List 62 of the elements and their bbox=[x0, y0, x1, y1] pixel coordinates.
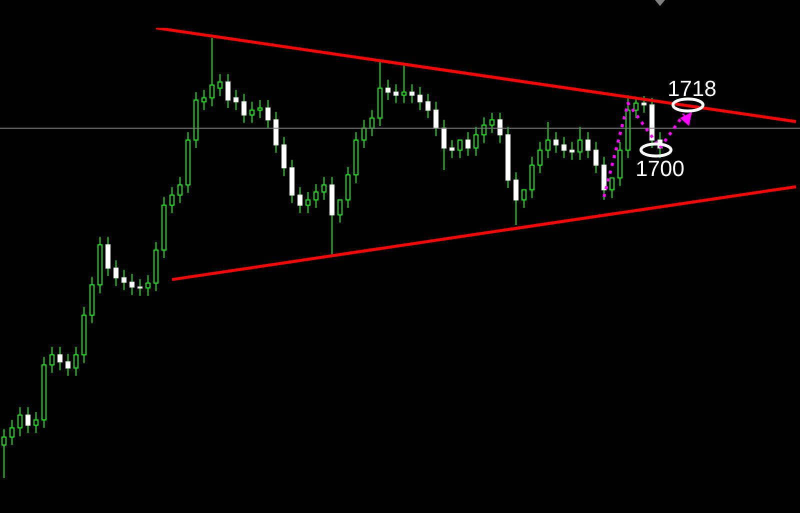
candlestick bbox=[58, 346, 62, 371]
candlestick bbox=[562, 136, 566, 159]
candlestick bbox=[74, 346, 78, 376]
candlestick bbox=[474, 126, 478, 156]
candlestick bbox=[298, 186, 302, 214]
candlestick bbox=[322, 176, 326, 200]
candlestick bbox=[306, 192, 310, 214]
candlestick bbox=[402, 63, 406, 104]
candlestick bbox=[138, 278, 142, 296]
candlestick bbox=[106, 236, 110, 277]
candlestick bbox=[546, 122, 550, 159]
candlestick bbox=[202, 89, 206, 111]
candlestick bbox=[410, 84, 414, 104]
candlestick bbox=[250, 101, 254, 124]
candlestick bbox=[386, 79, 390, 101]
candlestick bbox=[34, 412, 38, 434]
candlestick bbox=[610, 177, 614, 199]
candlestick bbox=[578, 126, 582, 160]
candlestick bbox=[570, 141, 574, 160]
candlestick bbox=[466, 132, 470, 156]
candlestick bbox=[458, 140, 462, 159]
candlestick bbox=[538, 141, 542, 174]
candlestick bbox=[114, 260, 118, 287]
candlestick bbox=[242, 93, 246, 124]
candlestick bbox=[418, 86, 422, 111]
candlestick bbox=[338, 199, 342, 224]
candlestick bbox=[642, 96, 646, 114]
candlestick bbox=[178, 176, 182, 204]
candlestick bbox=[130, 273, 134, 296]
candlestick bbox=[426, 93, 430, 119]
candlestick bbox=[218, 74, 222, 97]
candlestick bbox=[170, 186, 174, 214]
annotation: 1700 bbox=[636, 156, 684, 181]
candlestick bbox=[234, 89, 238, 111]
candlestick bbox=[514, 172, 518, 226]
annotation: 1718 bbox=[668, 76, 716, 101]
candlestick bbox=[482, 116, 486, 144]
candlestick bbox=[586, 132, 590, 159]
candlestick bbox=[554, 132, 558, 154]
candlestick bbox=[266, 100, 270, 129]
candlestick bbox=[522, 189, 526, 208]
candlestick bbox=[26, 406, 30, 434]
candlestick bbox=[66, 353, 70, 376]
candlestick bbox=[210, 38, 214, 107]
candlestick bbox=[450, 140, 454, 159]
candlestick bbox=[10, 419, 14, 446]
candlestick bbox=[498, 112, 502, 144]
candlestick bbox=[146, 274, 150, 296]
candlestick bbox=[394, 84, 398, 104]
candlestick bbox=[490, 112, 494, 134]
candlestick bbox=[282, 136, 286, 177]
candlestick bbox=[442, 119, 446, 170]
candlestick bbox=[314, 184, 318, 208]
candlestick bbox=[370, 110, 374, 137]
candlestick bbox=[434, 101, 438, 137]
candlestick bbox=[594, 141, 598, 174]
candlestick bbox=[362, 119, 366, 148]
candlestick bbox=[18, 406, 22, 437]
candlestick bbox=[226, 74, 230, 108]
candlestick bbox=[122, 269, 126, 291]
candlestick bbox=[258, 100, 262, 119]
candlestick bbox=[50, 346, 54, 374]
